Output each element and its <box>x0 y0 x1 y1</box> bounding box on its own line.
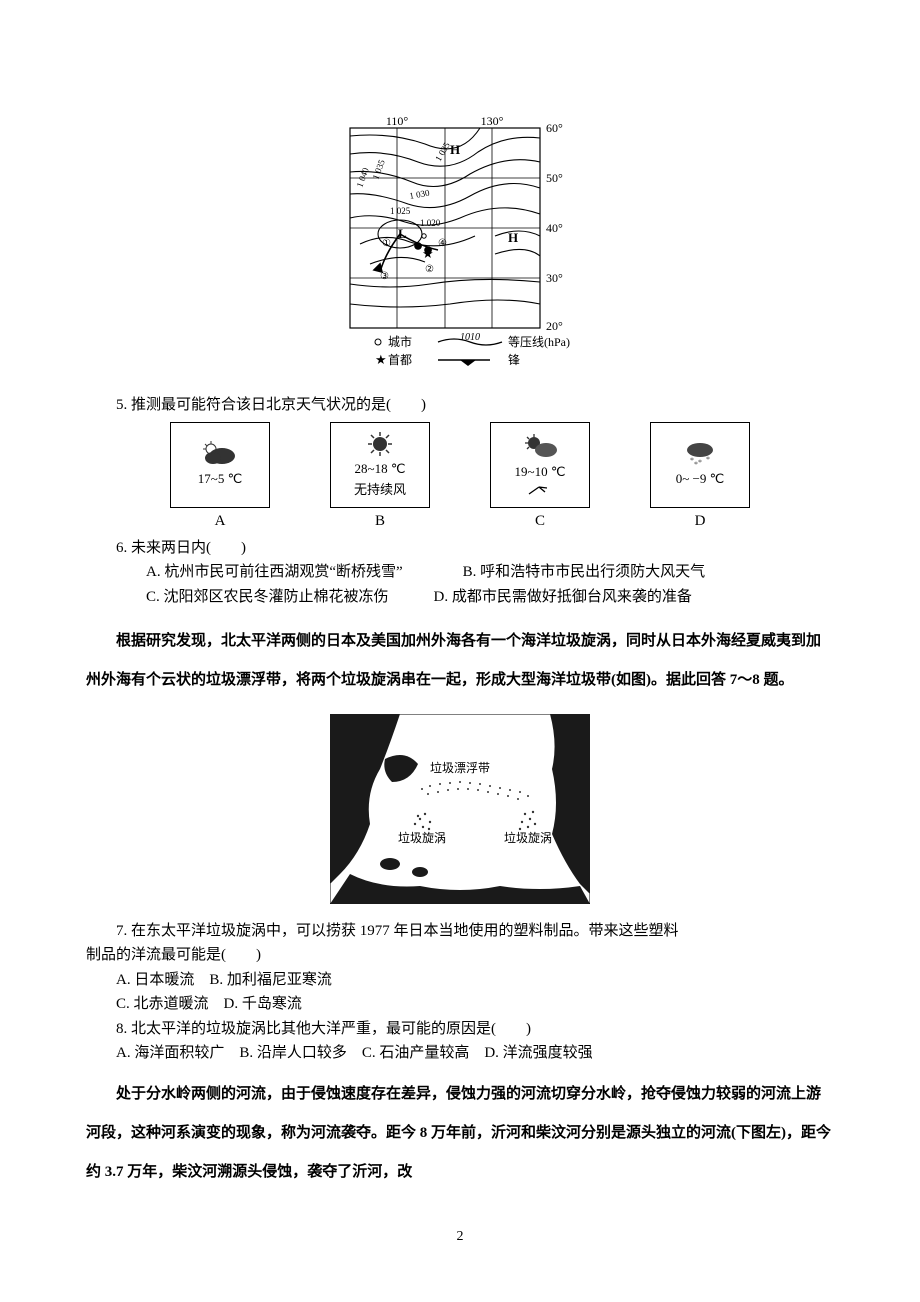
svg-text:等压线(hPa): 等压线(hPa) <box>508 335 570 349</box>
weather-option-a: 17~5 ℃ A <box>165 422 275 533</box>
intro-7-8: 根据研究发现，北太平洋两侧的日本及美国加州外海各有一个海洋垃圾旋涡，同时从日本外… <box>86 622 834 700</box>
snow-icon: **** <box>680 441 720 467</box>
svg-text:1010: 1010 <box>460 332 480 343</box>
question-5: 5. 推测最可能符合该日北京天气状况的是( ) <box>86 394 834 417</box>
weather-d-temp: 0~ −9 ℃ <box>676 469 724 489</box>
svg-text:20°: 20° <box>546 319 563 333</box>
wind-arrow-icon <box>525 484 555 496</box>
q6-option-d: D. 成都市民需做好抵御台风来袭的准备 <box>404 586 692 609</box>
weather-c-label: C <box>535 510 545 533</box>
svg-text:H: H <box>508 230 518 245</box>
svg-text:城市: 城市 <box>388 334 412 349</box>
svg-text:30°: 30° <box>546 271 563 285</box>
sun-cloud-icon <box>520 434 560 460</box>
question-6: 6. 未来两日内( ) <box>86 537 834 560</box>
svg-text:①: ① <box>382 238 391 249</box>
q7-opts-1: A. 日本暖流 B. 加利福尼亚寒流 <box>86 969 834 992</box>
svg-text:40°: 40° <box>546 221 563 235</box>
weather-c-temp: 19~10 ℃ <box>515 462 566 482</box>
svg-text:*: * <box>698 458 702 467</box>
svg-text:*: * <box>694 460 698 467</box>
weather-a-label: A <box>215 510 226 533</box>
svg-text:垃圾旋涡: 垃圾旋涡 <box>504 830 552 845</box>
svg-text:110°: 110° <box>386 114 409 128</box>
question-7-line2: 制品的洋流最可能是( ) <box>86 944 834 967</box>
weather-b-wind: 无持续风 <box>354 480 406 500</box>
svg-text:1 020: 1 020 <box>420 218 441 228</box>
isobar-map-figure: 110° 130° 60° 50° 40° 30° 20° 1 040 1 03… <box>86 114 834 386</box>
svg-text:1 030: 1 030 <box>409 188 431 201</box>
weather-options-row: 17~5 ℃ A 28~18 ℃ 无持续风 B <box>86 422 834 533</box>
q6-option-b: B. 呼和浩特市市民出行须防大风天气 <box>433 561 706 584</box>
question-8: 8. 北太平洋的垃圾旋涡比其他大洋严重，最可能的原因是( ) <box>86 1018 834 1041</box>
intro-9: 处于分水岭两侧的河流，由于侵蚀速度存在差异，侵蚀力强的河流切穿分水岭，抢夺侵蚀力… <box>86 1075 834 1192</box>
svg-text:②: ② <box>425 264 434 275</box>
svg-text:130°: 130° <box>481 114 504 128</box>
svg-text:首都: 首都 <box>388 353 412 367</box>
svg-text:L: L <box>398 226 407 241</box>
svg-text:垃圾漂浮带: 垃圾漂浮带 <box>430 760 490 775</box>
q8-opts: A. 海洋面积较广 B. 沿岸人口较多 C. 石油产量较高 D. 洋流强度较强 <box>86 1042 834 1065</box>
weather-d-label: D <box>695 510 706 533</box>
svg-text:垃圾旋涡: 垃圾旋涡 <box>398 830 446 845</box>
svg-text:1 035: 1 035 <box>370 158 386 181</box>
weather-a-temp: 17~5 ℃ <box>198 469 242 489</box>
svg-text:★: ★ <box>375 352 387 367</box>
weather-option-c: 19~10 ℃ C <box>485 422 595 533</box>
svg-text:锋: 锋 <box>508 353 520 367</box>
cloud-icon <box>200 441 240 467</box>
svg-text:1 025: 1 025 <box>390 206 411 216</box>
q7-opts-2: C. 北赤道暖流 D. 千岛寒流 <box>86 993 834 1016</box>
svg-text:③: ③ <box>380 271 389 282</box>
q6-option-a: A. 杭州市民可前往西湖观赏“断桥残雪” <box>116 561 403 584</box>
svg-text:H: H <box>450 142 460 157</box>
sun-icon <box>360 431 400 457</box>
svg-text:★: ★ <box>422 246 434 261</box>
svg-text:④: ④ <box>438 238 447 249</box>
svg-text:50°: 50° <box>546 171 563 185</box>
weather-option-b: 28~18 ℃ 无持续风 B <box>325 422 435 533</box>
svg-text:1 040: 1 040 <box>354 166 370 189</box>
svg-text:60°: 60° <box>546 121 563 135</box>
q6-opts-line2: C. 沈阳郊区农民冬灌防止棉花被冻伤 D. 成都市民需做好抵御台风来袭的准备 <box>86 586 834 609</box>
pacific-map-figure: 垃圾漂浮带 垃圾旋涡 垃圾旋涡 <box>86 714 834 912</box>
weather-option-d: **** 0~ −9 ℃ D <box>645 422 755 533</box>
weather-b-temp: 28~18 ℃ <box>355 459 406 479</box>
page-number: 2 <box>86 1226 834 1247</box>
weather-b-label: B <box>375 510 385 533</box>
q6-opts-line1: A. 杭州市民可前往西湖观赏“断桥残雪” B. 呼和浩特市市民出行须防大风天气 <box>86 561 834 584</box>
q6-option-c: C. 沈阳郊区农民冬灌防止棉花被冻伤 <box>116 586 389 609</box>
svg-text:*: * <box>706 455 710 464</box>
question-7-line1: 7. 在东太平洋垃圾旋涡中，可以捞获 1977 年日本当地使用的塑料制品。带来这… <box>86 920 834 943</box>
